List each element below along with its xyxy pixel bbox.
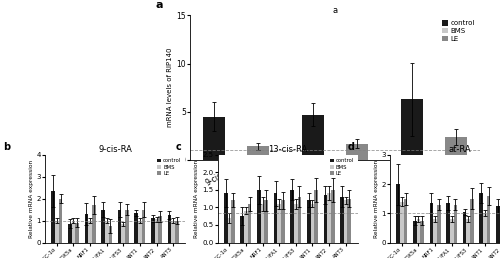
Bar bbox=[483, 213, 487, 243]
Bar bbox=[433, 219, 437, 243]
Bar bbox=[446, 203, 450, 243]
Bar bbox=[228, 218, 231, 243]
Legend: control, BMS, LE: control, BMS, LE bbox=[328, 157, 355, 177]
Bar bbox=[423, 157, 445, 160]
Bar bbox=[437, 205, 440, 243]
Bar bbox=[346, 144, 368, 160]
Bar bbox=[231, 200, 235, 243]
Bar bbox=[138, 221, 142, 243]
Bar bbox=[168, 215, 172, 243]
Bar bbox=[122, 224, 125, 243]
Bar bbox=[416, 219, 420, 243]
Bar bbox=[396, 184, 400, 243]
Bar bbox=[151, 218, 154, 243]
Text: d: d bbox=[348, 142, 355, 152]
Bar bbox=[294, 204, 298, 243]
Y-axis label: mRNA levels of RIP140: mRNA levels of RIP140 bbox=[168, 48, 173, 127]
Bar bbox=[348, 199, 351, 243]
Bar bbox=[175, 221, 178, 243]
Bar bbox=[281, 200, 284, 243]
Bar bbox=[224, 194, 228, 243]
Bar bbox=[402, 99, 423, 160]
Bar bbox=[225, 157, 247, 160]
Y-axis label: Relative mRNA expression: Relative mRNA expression bbox=[374, 160, 378, 238]
Bar bbox=[331, 190, 334, 243]
Bar bbox=[496, 206, 500, 243]
Bar bbox=[466, 219, 470, 243]
Bar bbox=[244, 211, 248, 243]
Bar bbox=[413, 221, 416, 243]
Bar bbox=[203, 117, 225, 160]
Text: c: c bbox=[176, 142, 182, 152]
Bar bbox=[298, 197, 302, 243]
Bar bbox=[101, 209, 105, 243]
Bar bbox=[274, 194, 278, 243]
Title: 13-cis-RA: 13-cis-RA bbox=[268, 145, 307, 154]
Bar bbox=[142, 209, 146, 243]
Bar bbox=[58, 199, 62, 243]
Bar bbox=[404, 199, 407, 243]
Bar bbox=[445, 137, 467, 160]
Bar bbox=[92, 205, 96, 243]
Bar bbox=[340, 197, 344, 243]
Bar bbox=[88, 221, 92, 243]
Bar bbox=[480, 193, 483, 243]
Bar bbox=[52, 191, 55, 243]
Bar bbox=[134, 213, 138, 243]
Bar bbox=[264, 200, 268, 243]
Bar bbox=[108, 226, 112, 243]
Bar bbox=[118, 209, 122, 243]
Y-axis label: Relative mRNA expression: Relative mRNA expression bbox=[194, 160, 200, 238]
Bar bbox=[324, 195, 327, 243]
Bar bbox=[125, 209, 129, 243]
Bar bbox=[327, 194, 331, 243]
Title: a: a bbox=[332, 6, 338, 15]
Bar bbox=[344, 200, 348, 243]
Bar bbox=[257, 190, 260, 243]
Bar bbox=[55, 221, 58, 243]
Bar bbox=[454, 205, 457, 243]
Bar bbox=[302, 115, 324, 160]
Bar bbox=[463, 212, 466, 243]
Text: a: a bbox=[155, 0, 162, 10]
Bar bbox=[324, 157, 346, 160]
Bar bbox=[76, 223, 79, 243]
Legend: control, BMS, LE: control, BMS, LE bbox=[156, 157, 182, 177]
Bar bbox=[154, 220, 158, 243]
Bar bbox=[240, 216, 244, 243]
Text: b: b bbox=[3, 142, 10, 152]
Title: at-RA: at-RA bbox=[448, 145, 471, 154]
Bar bbox=[290, 190, 294, 243]
Bar bbox=[248, 204, 252, 243]
Bar bbox=[420, 221, 424, 243]
Bar bbox=[400, 201, 404, 243]
Bar bbox=[84, 214, 88, 243]
Legend: control, BMS, LE: control, BMS, LE bbox=[440, 19, 476, 43]
Y-axis label: Relative mRNA expression: Relative mRNA expression bbox=[28, 160, 34, 238]
Bar bbox=[314, 190, 318, 243]
Bar bbox=[430, 203, 433, 243]
Bar bbox=[68, 224, 71, 243]
Bar bbox=[72, 221, 76, 243]
Bar bbox=[450, 219, 454, 243]
Bar bbox=[247, 147, 268, 160]
Bar bbox=[260, 204, 264, 243]
Bar bbox=[307, 200, 310, 243]
Bar bbox=[172, 221, 175, 243]
Bar bbox=[105, 221, 108, 243]
Bar bbox=[278, 204, 281, 243]
Bar bbox=[158, 216, 162, 243]
Bar bbox=[487, 196, 490, 243]
Bar bbox=[470, 199, 474, 243]
Bar bbox=[310, 204, 314, 243]
Title: 9-cis-RA: 9-cis-RA bbox=[98, 145, 132, 154]
